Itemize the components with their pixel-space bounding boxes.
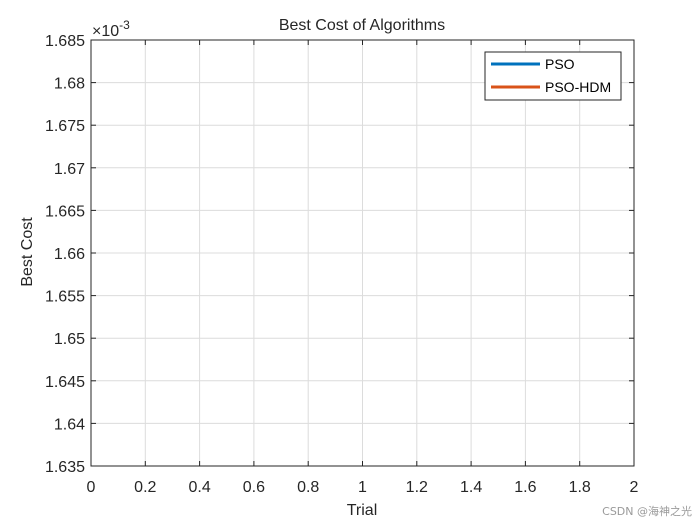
- x-tick-label: 2: [630, 479, 639, 496]
- chart-title: Best Cost of Algorithms: [279, 17, 445, 34]
- y-tick-label: 1.645: [45, 374, 85, 391]
- x-tick-label: 1.8: [569, 479, 591, 496]
- tick-marks: [90, 39, 635, 467]
- y-tick-label: 1.655: [45, 289, 85, 306]
- x-tick-label: 0.4: [188, 479, 210, 496]
- grid-lines: [91, 40, 634, 466]
- legend-box: [484, 51, 622, 101]
- y-tick-label: 1.64: [54, 416, 85, 433]
- legend-label-pso: PSO: [545, 56, 575, 72]
- y-tick-label: 1.665: [45, 203, 85, 220]
- x-tick-label: 0.2: [134, 479, 156, 496]
- x-tick-label: 1: [358, 479, 367, 496]
- x-tick-label: 0: [87, 479, 96, 496]
- y-axis-exponent: ×10-3: [92, 18, 130, 40]
- x-tick-label: 1.2: [406, 479, 428, 496]
- y-tick-label: 1.685: [45, 33, 85, 50]
- y-tick-labels: 1.635 1.64 1.645 1.65 1.655 1.66 1.665 1.67 1.67…: [45, 33, 85, 476]
- y-tick-label: 1.675: [45, 118, 85, 135]
- legend-label-pso-hdm: PSO-HDM: [545, 79, 611, 95]
- x-tick-labels: 0 0.2 0.4 0.6 0.8 1 1.2 1.4 1.6 1.8 2: [87, 479, 639, 496]
- x-tick-label: 1.4: [460, 479, 482, 496]
- x-tick-label: 1.6: [514, 479, 536, 496]
- y-axis-label: Best Cost: [19, 217, 36, 287]
- x-axis-label: Trial: [347, 502, 378, 519]
- y-tick-label: 1.66: [54, 246, 85, 263]
- x-tick-label: 0.8: [297, 479, 319, 496]
- x-tick-label: 0.6: [243, 479, 265, 496]
- y-tick-label: 1.67: [54, 161, 85, 178]
- watermark: CSDN @海神之光: [602, 505, 692, 518]
- legend: PSO PSO-HDM: [484, 51, 622, 101]
- y-tick-label: 1.635: [45, 459, 85, 476]
- y-tick-label: 1.65: [54, 331, 85, 348]
- y-tick-label: 1.68: [54, 76, 85, 93]
